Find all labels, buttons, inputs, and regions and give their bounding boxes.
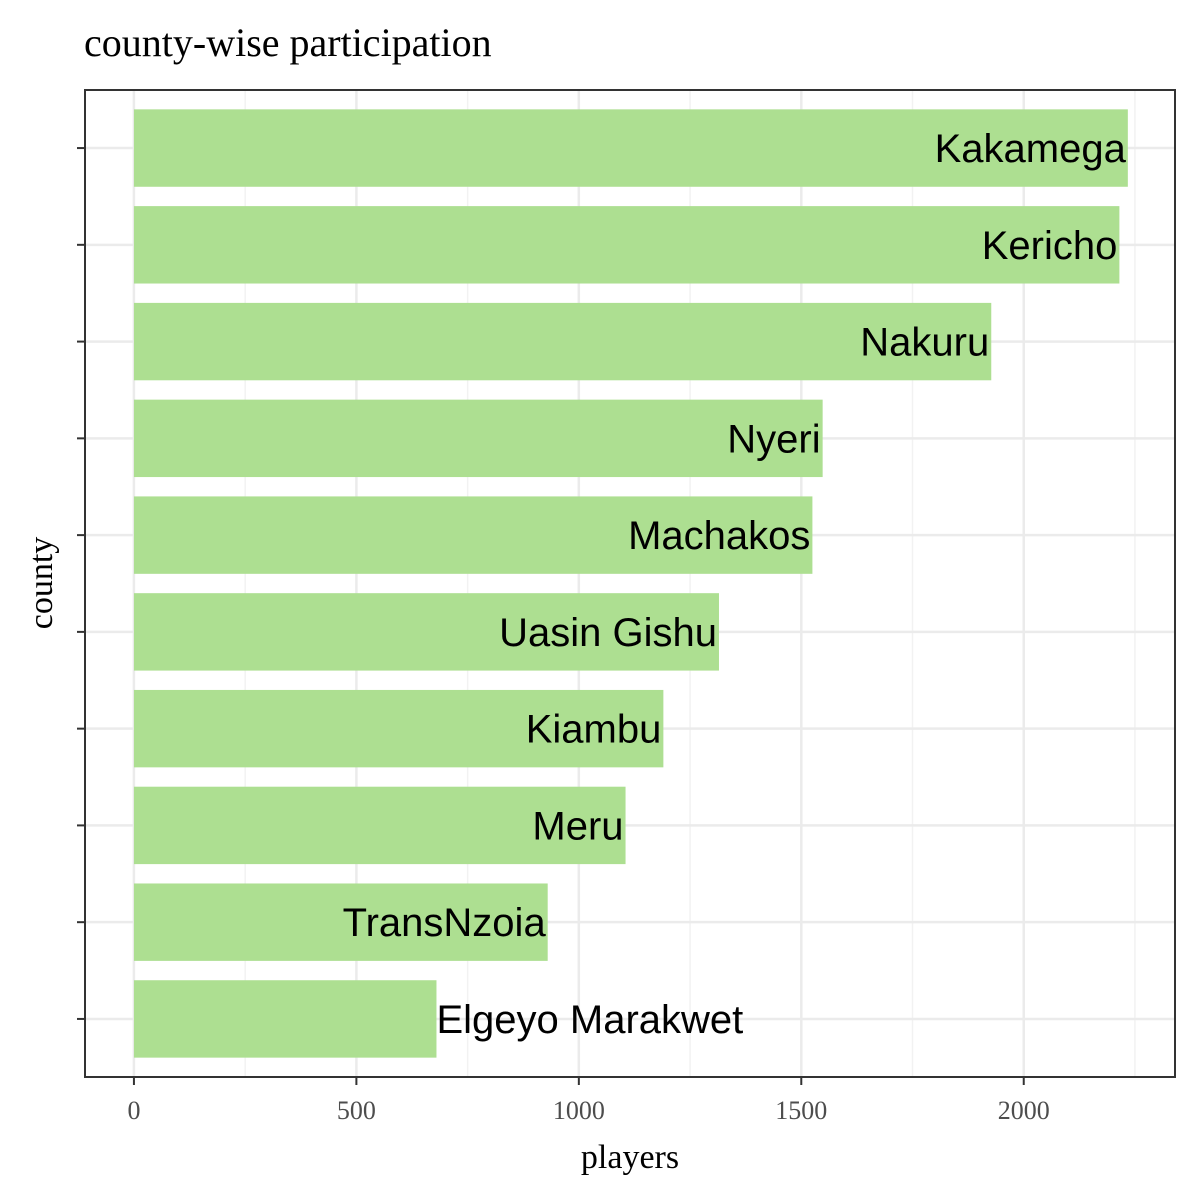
bar <box>133 206 1120 284</box>
x-tick-label: 2000 <box>998 1096 1050 1125</box>
bar-label: TransNzoia <box>343 901 547 945</box>
chart-title: county-wise participation <box>84 20 492 65</box>
bar-label: Nakuru <box>860 321 989 365</box>
bar <box>133 786 626 865</box>
bar <box>133 593 719 671</box>
x-tick-label: 1000 <box>553 1096 605 1125</box>
bar-label: Kakamega <box>935 127 1127 171</box>
x-axis: 0 500 1000 1500 2000 <box>77 147 1050 1125</box>
bar <box>133 883 548 961</box>
y-axis-title: county <box>23 537 60 630</box>
bar-labels: Kakamega Kericho Nakuru Nyeri Machakos Uasin … <box>343 127 1127 1042</box>
x-tick-label: 500 <box>337 1096 376 1125</box>
bar-label: Meru <box>532 804 623 848</box>
bars <box>133 109 1128 1058</box>
bar <box>133 496 813 574</box>
bar <box>133 399 823 478</box>
bar <box>133 302 992 381</box>
bar-label: Nyeri <box>727 417 820 461</box>
bar-label: Kericho <box>982 224 1118 268</box>
bar-label: Elgeyo Marakwet <box>436 998 743 1042</box>
bar <box>133 689 664 768</box>
x-tick-label: 1500 <box>775 1096 827 1125</box>
bar-label: Uasin Gishu <box>499 611 717 655</box>
x-tick-label: 0 <box>127 1096 140 1125</box>
bar <box>133 109 1128 187</box>
x-axis-title: players <box>581 1139 679 1176</box>
bar <box>133 980 437 1058</box>
plot-border <box>84 89 1176 1078</box>
bar-label: Machakos <box>628 514 810 558</box>
bar-label: Kiambu <box>526 708 662 752</box>
